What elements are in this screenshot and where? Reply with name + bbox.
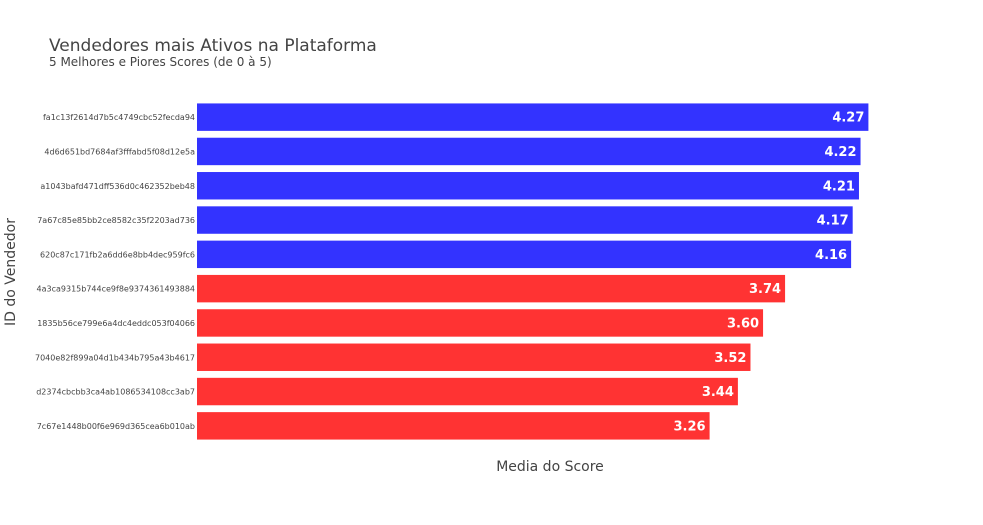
bar-value-label: 4.27: [832, 111, 864, 126]
y-tick-label: 4d6d651bd7684af3fffabd5f08d12e5a: [44, 147, 195, 156]
y-tick-label: 7a67c85e85bb2ce8582c35f2203ad736: [37, 216, 195, 225]
bar: [197, 412, 710, 440]
y-tick-label: d2374cbcbb3ca4ab1086534108cc3ab7: [36, 388, 195, 397]
bar-value-label: 3.60: [727, 316, 759, 331]
y-tick-label: 1835b56ce799e6a4dc4eddc053f04066: [37, 319, 195, 328]
y-axis-title: ID do Vendedor: [3, 218, 19, 326]
bar: [197, 240, 852, 269]
bar-value-label: 3.74: [749, 282, 781, 297]
bar-value-label: 4.22: [824, 145, 856, 160]
bar: [197, 206, 853, 234]
bar: [197, 309, 764, 337]
bar: [197, 377, 738, 406]
bar-value-label: 3.44: [702, 385, 734, 400]
bar-value-label: 4.21: [823, 179, 855, 194]
y-tick-label: 4a3ca9315b744ce9f8e9374361493884: [37, 285, 196, 294]
bar: [197, 343, 751, 371]
bar-value-label: 3.52: [714, 351, 746, 366]
chart-title: Vendedores mais Ativos na Plataforma: [49, 36, 377, 56]
bar: [197, 103, 869, 131]
bar-value-label: 3.26: [674, 419, 706, 434]
y-tick-label: 7040e82f899a04d1b434b795a43b4617: [35, 353, 195, 362]
bar-value-label: 4.16: [815, 248, 847, 263]
plot-area: 4.27 fa1c13f2614d7b5c4749cbc52fecda94 4.22…: [35, 103, 869, 440]
bar: [197, 137, 861, 166]
bar-value-label: 4.17: [817, 214, 849, 229]
bar: [197, 274, 786, 303]
y-tick-label: fa1c13f2614d7b5c4749cbc52fecda94: [43, 113, 195, 122]
x-axis-title: Media do Score: [496, 459, 604, 475]
chart-subtitle: 5 Melhores e Piores Scores (de 0 à 5): [49, 55, 272, 69]
bar: [197, 172, 859, 200]
y-tick-label: a1043bafd471dff536d0c462352beb48: [40, 182, 195, 191]
y-tick-label: 7c67e1448b00f6e969d365cea6b010ab: [37, 422, 195, 431]
y-tick-label: 620c87c171fb2a6dd6e8bb4dec959fc6: [40, 250, 195, 259]
